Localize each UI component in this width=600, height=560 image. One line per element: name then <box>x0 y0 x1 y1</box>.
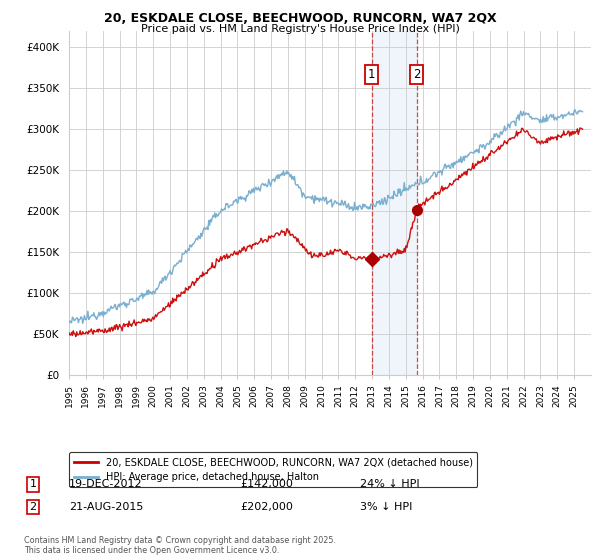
Text: 24% ↓ HPI: 24% ↓ HPI <box>360 479 419 489</box>
Legend: 20, ESKDALE CLOSE, BEECHWOOD, RUNCORN, WA7 2QX (detached house), HPI: Average pr: 20, ESKDALE CLOSE, BEECHWOOD, RUNCORN, W… <box>68 452 478 487</box>
Text: 20, ESKDALE CLOSE, BEECHWOOD, RUNCORN, WA7 2QX: 20, ESKDALE CLOSE, BEECHWOOD, RUNCORN, W… <box>104 12 496 25</box>
Text: Contains HM Land Registry data © Crown copyright and database right 2025.
This d: Contains HM Land Registry data © Crown c… <box>24 536 336 555</box>
Text: £202,000: £202,000 <box>240 502 293 512</box>
Text: 1: 1 <box>368 68 376 81</box>
Text: 3% ↓ HPI: 3% ↓ HPI <box>360 502 412 512</box>
Text: £142,000: £142,000 <box>240 479 293 489</box>
Text: 19-DEC-2012: 19-DEC-2012 <box>69 479 143 489</box>
Text: 1: 1 <box>29 479 37 489</box>
Text: 2: 2 <box>413 68 421 81</box>
Text: 21-AUG-2015: 21-AUG-2015 <box>69 502 143 512</box>
Text: 2: 2 <box>29 502 37 512</box>
Text: Price paid vs. HM Land Registry's House Price Index (HPI): Price paid vs. HM Land Registry's House … <box>140 24 460 34</box>
Bar <box>371 31 416 375</box>
